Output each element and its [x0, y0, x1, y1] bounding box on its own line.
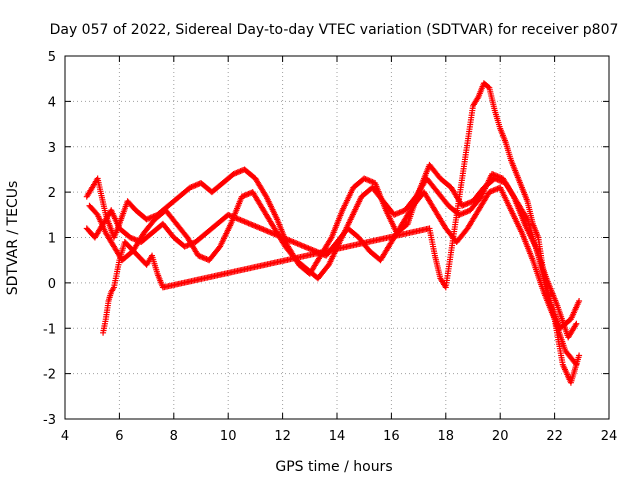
- x-tick-label: 16: [383, 429, 400, 444]
- y-tick-label: 0: [48, 277, 56, 292]
- x-tick-label: 12: [274, 429, 291, 444]
- data-point: [262, 192, 269, 199]
- x-tick-label: 8: [170, 429, 178, 444]
- y-tick-label: 3: [48, 141, 56, 156]
- y-tick-label: -3: [43, 413, 56, 428]
- x-tick-label: 24: [601, 429, 618, 444]
- grid-layer: [65, 56, 609, 419]
- x-axis-label: GPS time / hours: [275, 459, 392, 475]
- y-tick-label: 4: [48, 95, 56, 110]
- series-track-d: [100, 80, 583, 386]
- series-track-b: [83, 184, 580, 368]
- data-point: [327, 235, 334, 242]
- data-point: [576, 352, 583, 359]
- y-tick-label: -2: [43, 368, 56, 383]
- data-point: [573, 320, 580, 327]
- y-tick-label: -1: [43, 322, 56, 337]
- x-tick-label: 6: [115, 429, 123, 444]
- data-points: [83, 80, 583, 386]
- x-tick-label: 4: [61, 429, 69, 444]
- y-tick-label: 2: [48, 186, 56, 201]
- data-point: [572, 322, 579, 329]
- x-tick-label: 18: [438, 429, 455, 444]
- y-tick-label: 1: [48, 232, 56, 247]
- y-axis-label: SDTVAR / TECUs: [5, 181, 21, 296]
- chart-title: Day 057 of 2022, Sidereal Day-to-day VTE…: [50, 22, 619, 38]
- x-tick-label: 10: [220, 429, 237, 444]
- series-track-c: [86, 170, 580, 341]
- data-point: [576, 298, 583, 305]
- x-tick-label: 22: [546, 429, 563, 444]
- x-tick-label: 14: [329, 429, 346, 444]
- y-tick-label: 5: [48, 50, 56, 65]
- data-point: [509, 192, 516, 199]
- x-tick-label: 20: [492, 429, 509, 444]
